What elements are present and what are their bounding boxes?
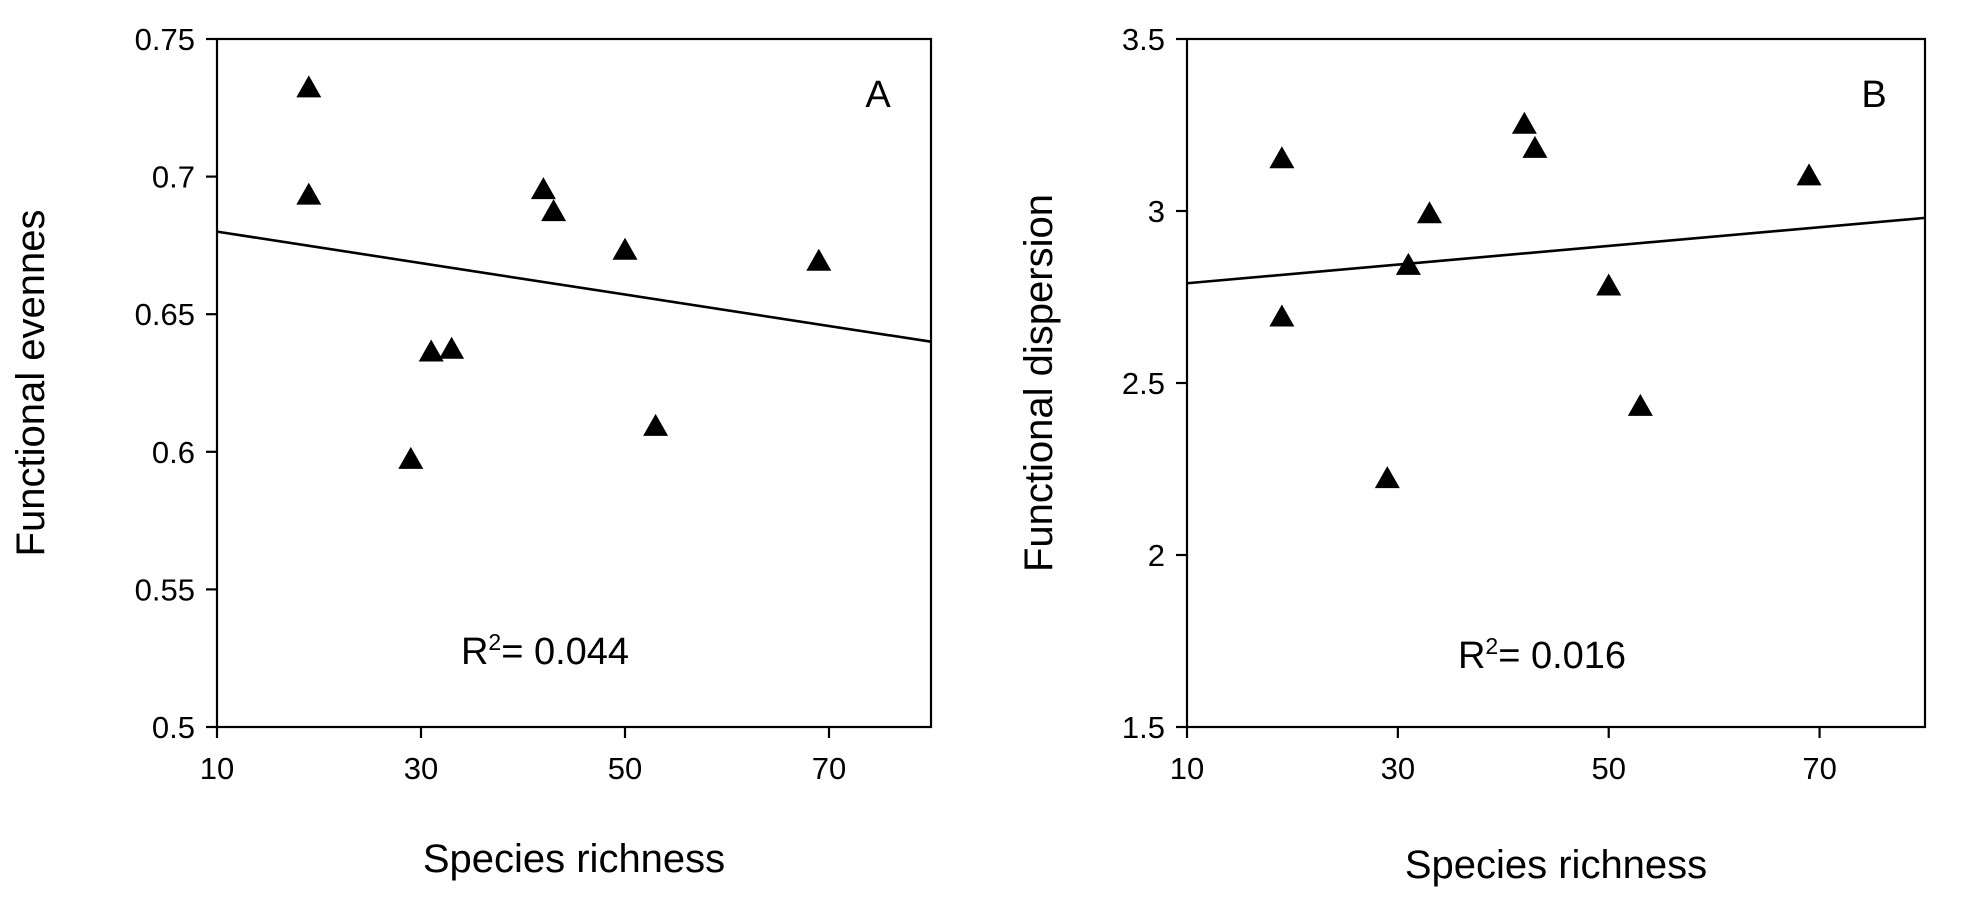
x-tick-label: 70	[1802, 751, 1836, 786]
y-tick-label: 0.55	[135, 572, 195, 607]
y-tick-label: 0.5	[152, 710, 195, 745]
y-tick-label: 1.5	[1122, 710, 1165, 745]
r-squared-annotation: R2= 0.044	[461, 629, 629, 673]
data-point-triangle	[1395, 252, 1421, 275]
y-tick-label: 2	[1148, 538, 1165, 573]
x-tick-label: 30	[404, 751, 438, 786]
y-axis-title: Functional evennes	[9, 210, 53, 557]
data-point-triangle	[296, 182, 322, 205]
panel-a: 0.5 0.55 0.6 0.65 0.7 0.75 10 30 50 70 Species ric…	[9, 22, 933, 881]
data-point-triangle	[1374, 466, 1400, 489]
data-point-triangle	[296, 75, 322, 98]
data-point-triangle	[612, 237, 638, 260]
panel-b: 1.5 2 2.5 3 3.5 10 30 50 70 Species richness Funct…	[1017, 22, 1927, 887]
data-point-triangle	[439, 336, 465, 359]
y-tick-label: 3.5	[1122, 22, 1165, 57]
panel-label: A	[865, 74, 891, 116]
data-point-triangle	[806, 248, 832, 271]
data-point-triangle	[1796, 163, 1822, 186]
data-point-triangle	[1511, 111, 1537, 134]
data-point-triangle	[643, 413, 669, 436]
data-point-triangle	[541, 199, 567, 222]
x-tick-label: 50	[608, 751, 642, 786]
y-tick-label: 3	[1148, 194, 1165, 229]
r-squared-annotation: R2= 0.016	[1458, 633, 1626, 677]
x-tick-label: 50	[1591, 751, 1625, 786]
r-squared-value: = 0.016	[1498, 635, 1626, 677]
regression-line	[216, 230, 932, 344]
x-tick-label: 10	[200, 751, 234, 786]
data-point-triangle	[1596, 273, 1622, 296]
y-tick-label: 0.6	[152, 435, 195, 470]
data-point-triangle	[418, 339, 444, 362]
x-tick-label: 30	[1381, 751, 1415, 786]
y-tick-label: 2.5	[1122, 366, 1165, 401]
data-point-triangle	[1416, 201, 1442, 224]
x-tick-label: 10	[1170, 751, 1204, 786]
r-squared-prefix: R	[1458, 635, 1485, 677]
r-squared-superscript: 2	[488, 629, 501, 655]
plot-frame	[215, 37, 933, 729]
data-point-triangle	[1522, 135, 1548, 158]
x-axis-title: Species richness	[423, 837, 725, 881]
y-tick-label: 0.75	[135, 22, 195, 57]
plot-frame	[1185, 37, 1927, 729]
data-point-triangle	[1269, 146, 1295, 169]
x-axis-title: Species richness	[1405, 843, 1707, 887]
r-squared-value: = 0.044	[501, 631, 629, 673]
y-tick-label: 0.7	[152, 160, 195, 195]
r-squared-prefix: R	[461, 631, 488, 673]
panel-label: B	[1861, 74, 1886, 116]
r-squared-superscript: 2	[1485, 633, 1498, 659]
y-axis-title: Functional dispersion	[1017, 194, 1061, 572]
data-point-triangle	[1269, 304, 1295, 327]
y-tick-label: 0.65	[135, 297, 195, 332]
data-point-triangle	[398, 446, 424, 469]
x-tick-label: 70	[812, 751, 846, 786]
regression-line	[1186, 216, 1926, 285]
data-point-triangle	[530, 177, 556, 200]
data-point-triangle	[1627, 393, 1653, 416]
